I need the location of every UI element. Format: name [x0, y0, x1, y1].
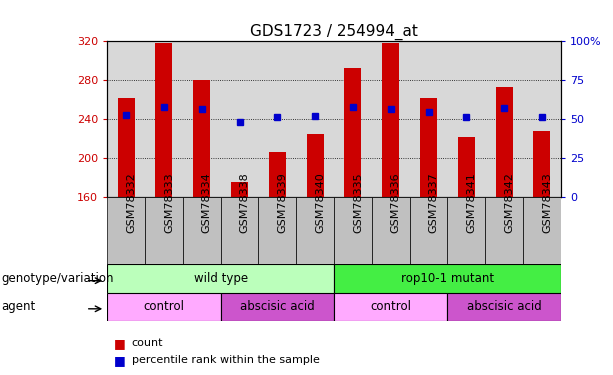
Bar — [183, 197, 221, 264]
Bar — [334, 292, 447, 321]
Bar — [334, 264, 561, 292]
Bar — [221, 292, 334, 321]
Bar — [383, 43, 399, 197]
Bar — [231, 182, 248, 197]
Text: GSM78339: GSM78339 — [277, 172, 287, 232]
Bar — [221, 197, 259, 264]
Bar — [485, 197, 523, 264]
Bar — [409, 197, 447, 264]
Bar — [269, 152, 286, 197]
Text: GSM78335: GSM78335 — [353, 172, 363, 232]
Text: GSM78334: GSM78334 — [202, 172, 211, 232]
Text: GSM78342: GSM78342 — [504, 172, 514, 233]
Bar — [372, 197, 409, 264]
Text: count: count — [132, 338, 163, 348]
Bar — [306, 134, 324, 197]
Bar — [107, 292, 221, 321]
Text: rop10-1 mutant: rop10-1 mutant — [401, 272, 494, 285]
Text: control: control — [143, 300, 185, 313]
Bar — [533, 131, 550, 197]
Text: abscisic acid: abscisic acid — [240, 300, 314, 313]
Bar — [296, 197, 334, 264]
Bar — [496, 87, 512, 197]
Text: GSM78333: GSM78333 — [164, 172, 174, 232]
Bar — [523, 197, 561, 264]
Text: genotype/variation: genotype/variation — [1, 272, 114, 285]
Text: GSM78337: GSM78337 — [428, 172, 438, 232]
Bar — [107, 264, 334, 292]
Text: agent: agent — [1, 300, 36, 313]
Text: GSM78343: GSM78343 — [542, 172, 552, 232]
Bar — [156, 43, 172, 197]
Text: abscisic acid: abscisic acid — [467, 300, 541, 313]
Bar — [447, 292, 561, 321]
Bar — [345, 68, 362, 197]
Text: wild type: wild type — [194, 272, 248, 285]
Text: GSM78332: GSM78332 — [126, 172, 136, 232]
Bar — [334, 197, 372, 264]
Bar — [420, 98, 437, 197]
Text: GSM78341: GSM78341 — [466, 172, 476, 232]
Bar — [447, 197, 485, 264]
Bar — [458, 136, 475, 197]
Bar — [118, 98, 135, 197]
Bar — [107, 197, 145, 264]
Text: percentile rank within the sample: percentile rank within the sample — [132, 356, 319, 366]
Bar — [259, 197, 296, 264]
Text: ■: ■ — [113, 354, 125, 367]
Bar — [193, 80, 210, 197]
Bar — [145, 197, 183, 264]
Title: GDS1723 / 254994_at: GDS1723 / 254994_at — [250, 24, 418, 40]
Text: GSM78338: GSM78338 — [240, 172, 249, 232]
Text: GSM78340: GSM78340 — [315, 172, 325, 232]
Text: GSM78336: GSM78336 — [390, 172, 401, 232]
Text: control: control — [370, 300, 411, 313]
Text: ■: ■ — [113, 337, 125, 350]
